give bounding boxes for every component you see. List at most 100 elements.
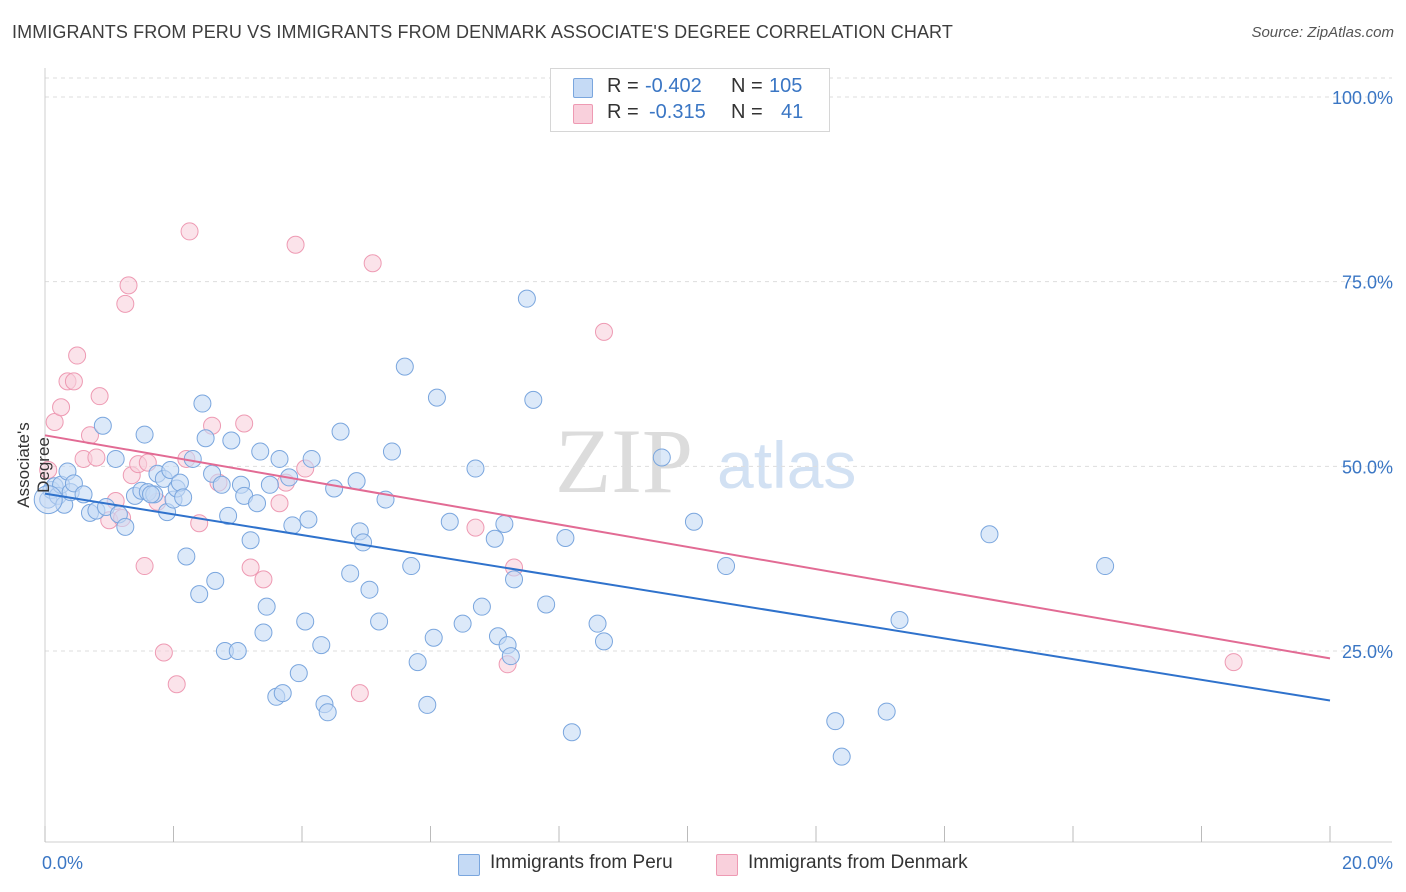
- peru-point: [241, 531, 260, 550]
- peru-point: [177, 547, 196, 566]
- peru-point: [283, 516, 302, 535]
- peru-point: [248, 494, 267, 513]
- denmark-point: [39, 461, 58, 480]
- legend-n-peru: 105: [769, 75, 803, 97]
- peru-point: [190, 585, 209, 604]
- y-axis-label: Associate's Degree: [14, 422, 53, 508]
- legend-n-label: N =: [731, 75, 763, 97]
- denmark-point: [466, 518, 485, 537]
- denmark-point: [90, 387, 109, 406]
- denmark-point: [154, 643, 173, 662]
- y-tick-label: 75.0%: [1342, 273, 1393, 293]
- bottom-legend-label-peru: Immigrants from Peru: [490, 852, 673, 873]
- denmark-point: [52, 398, 71, 417]
- denmark-point: [116, 294, 135, 313]
- peru-point: [537, 595, 556, 614]
- peru-point: [360, 580, 379, 599]
- denmark-point: [363, 254, 382, 273]
- peru-point: [466, 459, 485, 478]
- peru-point: [562, 723, 581, 742]
- peru-point: [826, 712, 845, 731]
- legend-r-label: R =: [607, 101, 639, 123]
- peru-point: [325, 479, 344, 498]
- peru-point: [347, 472, 366, 491]
- peru-point: [106, 449, 125, 468]
- peru-point: [161, 461, 180, 480]
- legend-r-label: R =: [607, 75, 639, 97]
- peru-trend-line: [44, 492, 1331, 702]
- peru-point: [408, 653, 427, 672]
- denmark-point: [119, 276, 138, 295]
- peru-point: [170, 473, 189, 492]
- peru-point: [890, 610, 909, 629]
- y-tick-label: 50.0%: [1342, 457, 1393, 477]
- peru-point: [174, 488, 193, 507]
- peru-point: [331, 422, 350, 441]
- peru-point: [299, 510, 318, 529]
- legend-n-denmark: 41: [781, 101, 804, 123]
- peru-point: [302, 449, 321, 468]
- peru-point: [684, 512, 703, 531]
- peru-point: [212, 475, 231, 494]
- peru-point: [193, 394, 212, 413]
- y-tick-label: 25.0%: [1342, 642, 1393, 662]
- peru-point: [219, 506, 238, 525]
- denmark-point: [1224, 653, 1243, 672]
- x-tick-label: 20.0%: [1342, 853, 1393, 873]
- denmark-point: [254, 570, 273, 589]
- y-tick-label: 100.0%: [1332, 88, 1393, 108]
- peru-point: [717, 557, 736, 576]
- peru-point: [312, 636, 331, 655]
- peru-point: [501, 647, 520, 666]
- peru-point: [228, 642, 247, 660]
- peru-point: [877, 702, 896, 721]
- peru-point: [289, 664, 308, 683]
- peru-point: [222, 431, 241, 450]
- peru-point: [440, 512, 459, 531]
- peru-point: [517, 289, 536, 308]
- legend-r-denmark: -0.315: [649, 101, 706, 123]
- source-label: Source: ZipAtlas.com: [1251, 24, 1394, 41]
- peru-point: [270, 449, 289, 468]
- denmark-trend-line: [44, 434, 1331, 660]
- denmark-point: [167, 675, 186, 694]
- peru-point: [33, 485, 63, 515]
- peru-point: [318, 703, 337, 722]
- peru-point: [588, 614, 607, 633]
- denmark-point: [350, 684, 369, 703]
- peru-point: [296, 612, 315, 631]
- denmark-point: [68, 346, 87, 365]
- correlation-legend: R = -0.402 N = 105 R = -0.315 N = 41: [550, 68, 830, 132]
- peru-point: [142, 485, 161, 504]
- legend-swatch-peru: [573, 78, 593, 98]
- legend-swatch-denmark: [573, 104, 593, 124]
- axes: [44, 68, 1392, 843]
- denmark-point: [235, 414, 254, 433]
- denmark-point: [135, 557, 154, 576]
- peru-point: [116, 517, 135, 536]
- bottom-legend-swatch-denmark: [716, 854, 738, 876]
- denmark-point: [594, 322, 613, 341]
- denmark-point: [87, 448, 106, 467]
- peru-point: [254, 623, 273, 642]
- legend-r-peru: -0.402: [645, 75, 702, 97]
- chart-title: IMMIGRANTS FROM PERU VS IMMIGRANTS FROM …: [12, 22, 953, 42]
- series-peru-points: [33, 289, 1115, 766]
- peru-point: [257, 597, 276, 616]
- peru-point: [524, 390, 543, 409]
- denmark-point: [286, 235, 305, 254]
- peru-point: [341, 564, 360, 583]
- peru-point: [395, 357, 414, 376]
- peru-point: [485, 529, 504, 548]
- tick-labels: 25.0% 50.0% 75.0% 100.0% 0.0% 20.0%: [42, 88, 1393, 873]
- peru-point: [418, 695, 437, 714]
- peru-point: [556, 528, 575, 547]
- peru-point: [832, 747, 851, 766]
- peru-point: [427, 388, 446, 407]
- series-denmark-points: [39, 222, 1243, 703]
- bottom-legend-swatch-peru: [458, 854, 480, 876]
- legend-n-label: N =: [731, 101, 763, 123]
- denmark-point: [270, 494, 289, 513]
- peru-point: [980, 525, 999, 544]
